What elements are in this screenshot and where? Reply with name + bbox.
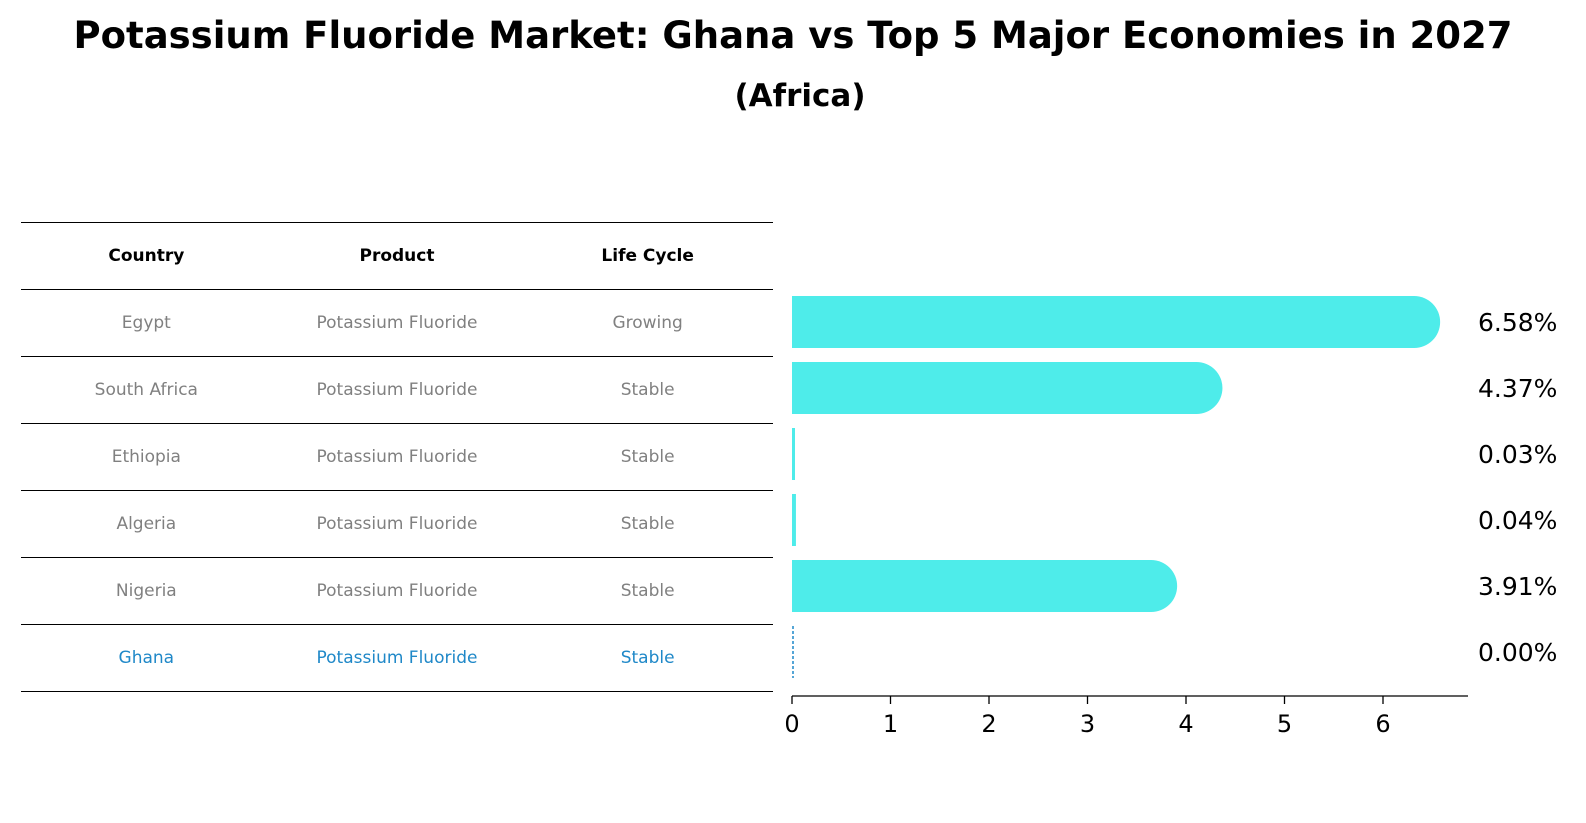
table-row: South Africa Potassium Fluoride Stable: [21, 356, 773, 424]
chart-title: Potassium Fluoride Market: Ghana vs Top …: [73, 14, 1513, 57]
table-row: Ethiopia Potassium Fluoride Stable: [21, 423, 773, 491]
x-tick-label: 6: [1375, 710, 1390, 738]
value-label: 0.04%: [1478, 506, 1557, 535]
table-row: Algeria Potassium Fluoride Stable: [21, 490, 773, 558]
bar-algeria: [792, 494, 796, 546]
header-country: Country: [21, 222, 272, 290]
cell-life-cycle: Stable: [522, 557, 773, 625]
cell-product: Potassium Fluoride: [271, 490, 523, 558]
cell-country: Ghana: [21, 624, 272, 692]
cell-country: Egypt: [21, 289, 272, 357]
value-label: 6.58%: [1478, 308, 1557, 337]
cell-product: Potassium Fluoride: [271, 356, 523, 424]
value-label: 0.03%: [1478, 440, 1557, 469]
header-product: Product: [271, 222, 523, 290]
cell-country: Algeria: [21, 490, 272, 558]
cell-product: Potassium Fluoride: [271, 624, 523, 692]
cell-country: Ethiopia: [21, 423, 272, 491]
x-tick-label: 0: [784, 710, 799, 738]
header-life-cycle: Life Cycle: [522, 222, 773, 290]
cell-life-cycle: Stable: [522, 356, 773, 424]
value-label: 4.37%: [1478, 374, 1557, 403]
table-header-row: Country Product Life Cycle: [21, 222, 773, 290]
value-label: 3.91%: [1478, 572, 1557, 601]
value-labels-group: 6.58% 4.37% 0.03% 0.04% 3.91% 0.00%: [1478, 308, 1557, 667]
x-tick-label: 5: [1277, 710, 1292, 738]
bar-nigeria: [792, 560, 1178, 612]
x-tick-label: 2: [981, 710, 996, 738]
table-row: Nigeria Potassium Fluoride Stable: [21, 557, 773, 625]
x-tick-label: 4: [1178, 710, 1193, 738]
value-label: 0.00%: [1478, 638, 1557, 667]
table-row: Egypt Potassium Fluoride Growing: [21, 289, 773, 357]
cell-product: Potassium Fluoride: [271, 423, 523, 491]
chart-subtitle: (Africa): [734, 78, 866, 114]
bar-south-africa: [792, 362, 1223, 414]
bar-egypt: [792, 296, 1441, 348]
cell-product: Potassium Fluoride: [271, 557, 523, 625]
x-tick-label: 1: [883, 710, 898, 738]
x-tick-label: 3: [1080, 710, 1095, 738]
table-row-highlight: Ghana Potassium Fluoride Stable: [21, 624, 773, 692]
market-table: Country Product Life Cycle Egypt Potassi…: [21, 222, 773, 692]
bar-ethiopia: [792, 428, 795, 480]
cell-life-cycle: Stable: [522, 624, 773, 692]
cell-life-cycle: Stable: [522, 490, 773, 558]
cell-product: Potassium Fluoride: [271, 289, 523, 357]
x-axis: 0 1 2 3 4 5 6: [784, 695, 1468, 738]
cell-life-cycle: Stable: [522, 423, 773, 491]
cell-country: Nigeria: [21, 557, 272, 625]
cell-country: South Africa: [21, 356, 272, 424]
cell-life-cycle: Growing: [522, 289, 773, 357]
bars-group: [792, 296, 1441, 678]
